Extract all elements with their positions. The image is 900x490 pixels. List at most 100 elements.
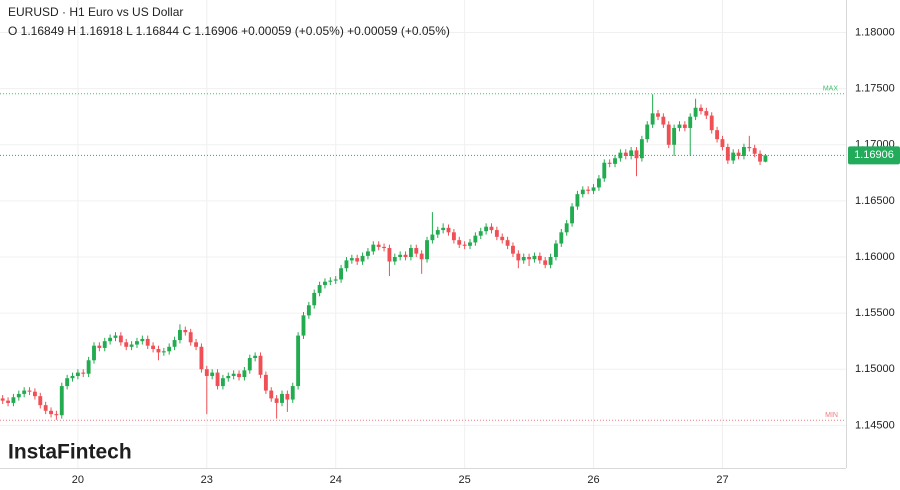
candle-body bbox=[725, 147, 730, 161]
x-tick-label: 27 bbox=[716, 474, 728, 486]
candle-body bbox=[75, 372, 80, 376]
candle-body bbox=[661, 116, 666, 125]
candle-body bbox=[16, 393, 21, 398]
last-price-label: 1.16906 bbox=[854, 149, 894, 161]
candle-body bbox=[226, 375, 231, 379]
candle-body bbox=[167, 346, 172, 352]
x-tick-label: 23 bbox=[201, 474, 213, 486]
candle-body bbox=[677, 124, 682, 128]
candle-body bbox=[543, 260, 548, 265]
candle-body bbox=[220, 378, 225, 387]
candle-body bbox=[22, 390, 27, 394]
candle-body bbox=[425, 240, 429, 260]
candle-body bbox=[81, 372, 86, 374]
candle-body bbox=[709, 115, 714, 131]
candle-body bbox=[339, 268, 344, 280]
candle-body bbox=[408, 248, 413, 258]
candle-body bbox=[715, 130, 720, 140]
candle-body bbox=[763, 155, 768, 162]
candle-body bbox=[108, 337, 113, 342]
candle-body bbox=[188, 332, 193, 343]
candle-body bbox=[59, 386, 64, 416]
candle-body bbox=[742, 147, 746, 156]
candle-body bbox=[736, 152, 741, 156]
candle-body bbox=[596, 178, 601, 188]
candle-body bbox=[65, 378, 70, 387]
candle-body bbox=[151, 345, 156, 350]
candle-body bbox=[656, 113, 660, 117]
x-tick-label: 24 bbox=[330, 474, 342, 486]
candle-body bbox=[70, 375, 75, 379]
y-tick-label: 1.18000 bbox=[855, 26, 895, 38]
candle-body bbox=[758, 153, 762, 162]
candle-body bbox=[102, 341, 107, 348]
candle-body bbox=[623, 152, 628, 156]
candle-body bbox=[317, 285, 322, 293]
candle-body bbox=[720, 139, 725, 148]
candles bbox=[0, 94, 768, 420]
candle-body bbox=[135, 341, 139, 345]
candle-body bbox=[430, 234, 435, 241]
candle-body bbox=[92, 345, 96, 361]
candle-body bbox=[118, 335, 123, 343]
candle-body bbox=[484, 226, 489, 232]
candle-body bbox=[468, 242, 472, 246]
candle-body bbox=[376, 244, 381, 247]
candle-body bbox=[666, 124, 671, 145]
candle-body bbox=[274, 398, 279, 403]
candle-body bbox=[511, 245, 515, 254]
ohlc-legend: O 1.16849 H 1.16918 L 1.16844 C 1.16906 … bbox=[8, 24, 450, 38]
candle-body bbox=[215, 372, 220, 387]
candle-body bbox=[387, 248, 392, 262]
candle-body bbox=[296, 335, 301, 387]
candle-body bbox=[194, 342, 198, 347]
candle-body bbox=[247, 358, 252, 371]
candle-body bbox=[699, 107, 703, 112]
candle-body bbox=[333, 279, 338, 281]
candle-body bbox=[323, 281, 327, 286]
candle-body bbox=[328, 280, 333, 282]
y-tick-label: 1.14500 bbox=[855, 419, 895, 431]
y-tick-label: 1.17500 bbox=[855, 83, 895, 95]
level-label: MIN bbox=[825, 412, 838, 419]
candle-body bbox=[231, 373, 236, 376]
candle-body bbox=[263, 374, 268, 391]
candle-body bbox=[570, 206, 574, 224]
candle-body bbox=[280, 393, 284, 403]
candle-body bbox=[494, 230, 499, 237]
candle-body bbox=[462, 244, 467, 246]
candle-body bbox=[505, 240, 510, 246]
candle-body bbox=[419, 253, 424, 260]
last-price-box bbox=[848, 146, 900, 165]
candle-body bbox=[27, 390, 32, 392]
candle-body bbox=[521, 257, 526, 261]
candle-body bbox=[392, 257, 397, 262]
candle-body bbox=[366, 251, 370, 256]
candle-body bbox=[752, 148, 757, 154]
candle-body bbox=[586, 189, 591, 191]
y-tick-label: 1.15500 bbox=[855, 307, 895, 319]
candle-body bbox=[301, 315, 306, 336]
candle-body bbox=[435, 230, 440, 235]
candle-body bbox=[355, 258, 360, 262]
candle-body bbox=[124, 342, 129, 347]
candle-body bbox=[629, 150, 634, 156]
candle-body bbox=[618, 152, 623, 159]
candle-body bbox=[747, 147, 752, 149]
candle-body bbox=[54, 414, 59, 416]
candle-body bbox=[312, 292, 317, 306]
candle-body bbox=[682, 124, 687, 128]
candle-body bbox=[290, 386, 295, 400]
candle-body bbox=[32, 391, 37, 397]
candle-body bbox=[602, 162, 607, 179]
candle-body bbox=[242, 370, 247, 378]
candle-body bbox=[349, 258, 354, 261]
candle-body bbox=[253, 355, 258, 359]
candle-body bbox=[371, 244, 376, 252]
candle-body bbox=[527, 257, 532, 260]
x-tick-label: 25 bbox=[459, 474, 471, 486]
candle-body bbox=[97, 345, 102, 348]
